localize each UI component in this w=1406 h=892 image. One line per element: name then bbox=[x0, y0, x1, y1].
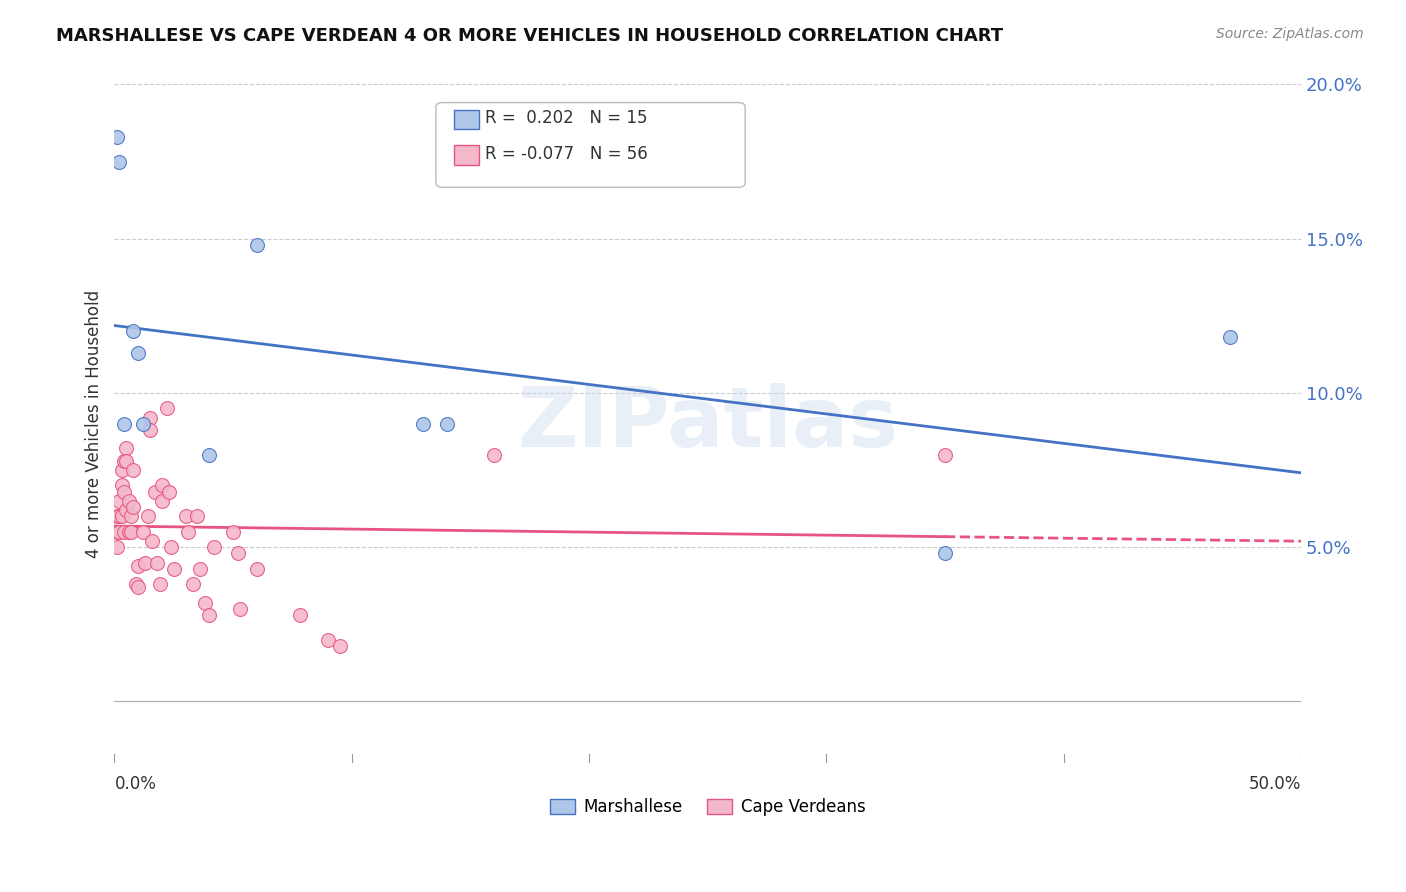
Point bbox=[188, 562, 211, 576]
Point bbox=[122, 463, 145, 477]
Point bbox=[163, 562, 186, 576]
Point bbox=[136, 509, 159, 524]
Point bbox=[157, 484, 180, 499]
Point bbox=[194, 596, 217, 610]
Point bbox=[482, 448, 505, 462]
Point bbox=[202, 540, 225, 554]
Point bbox=[229, 602, 252, 616]
Point bbox=[112, 454, 135, 468]
Point bbox=[112, 484, 135, 499]
Point bbox=[181, 577, 204, 591]
Point bbox=[156, 401, 179, 416]
Text: MARSHALLESE VS CAPE VERDEAN 4 OR MORE VEHICLES IN HOUSEHOLD CORRELATION CHART: MARSHALLESE VS CAPE VERDEAN 4 OR MORE VE… bbox=[56, 27, 1004, 45]
Point bbox=[934, 546, 956, 560]
Point bbox=[127, 580, 149, 594]
Point bbox=[146, 556, 169, 570]
Text: R = -0.077   N = 56: R = -0.077 N = 56 bbox=[485, 145, 648, 163]
Point bbox=[105, 540, 128, 554]
Point bbox=[134, 556, 156, 570]
Point bbox=[110, 509, 132, 524]
Point bbox=[139, 410, 162, 425]
Point bbox=[105, 129, 128, 144]
Point bbox=[222, 524, 245, 539]
Point bbox=[1219, 330, 1241, 344]
Point bbox=[148, 577, 170, 591]
Point bbox=[177, 524, 200, 539]
Point bbox=[108, 154, 131, 169]
Point bbox=[226, 546, 249, 560]
Text: 0.0%: 0.0% bbox=[114, 775, 156, 794]
Point bbox=[108, 524, 131, 539]
Text: 50.0%: 50.0% bbox=[1249, 775, 1301, 794]
Point bbox=[246, 238, 269, 252]
Point bbox=[110, 463, 132, 477]
Point bbox=[141, 534, 163, 549]
Point bbox=[174, 509, 197, 524]
Text: ZIPatlas: ZIPatlas bbox=[517, 384, 898, 464]
Point bbox=[115, 454, 138, 468]
Point bbox=[105, 509, 128, 524]
Text: R =  0.202   N = 15: R = 0.202 N = 15 bbox=[485, 109, 648, 127]
Point bbox=[115, 442, 138, 456]
Point bbox=[125, 577, 148, 591]
Point bbox=[127, 346, 149, 360]
Text: Source: ZipAtlas.com: Source: ZipAtlas.com bbox=[1216, 27, 1364, 41]
Point bbox=[105, 524, 128, 539]
Point bbox=[246, 562, 269, 576]
Legend: Marshallese, Cape Verdeans: Marshallese, Cape Verdeans bbox=[543, 791, 872, 822]
Point bbox=[122, 324, 145, 338]
Y-axis label: 4 or more Vehicles in Household: 4 or more Vehicles in Household bbox=[86, 290, 103, 558]
Point bbox=[934, 448, 956, 462]
Point bbox=[139, 423, 162, 437]
Point bbox=[198, 608, 221, 623]
Point bbox=[110, 478, 132, 492]
Point bbox=[112, 524, 135, 539]
Point bbox=[288, 608, 311, 623]
Point bbox=[198, 448, 221, 462]
Point bbox=[115, 503, 138, 517]
Point bbox=[127, 558, 149, 573]
Point bbox=[118, 494, 141, 508]
Point bbox=[122, 500, 145, 514]
Point bbox=[186, 509, 208, 524]
Point bbox=[120, 509, 142, 524]
Point bbox=[150, 494, 173, 508]
Point bbox=[412, 417, 434, 431]
Point bbox=[316, 632, 339, 647]
Point bbox=[150, 478, 173, 492]
Point bbox=[329, 639, 352, 653]
Point bbox=[108, 494, 131, 508]
Point bbox=[160, 540, 183, 554]
Point bbox=[143, 484, 166, 499]
Point bbox=[108, 509, 131, 524]
Point bbox=[112, 417, 135, 431]
Point bbox=[132, 524, 155, 539]
Point bbox=[132, 417, 155, 431]
Point bbox=[436, 417, 458, 431]
Point bbox=[120, 524, 142, 539]
Point bbox=[118, 524, 141, 539]
